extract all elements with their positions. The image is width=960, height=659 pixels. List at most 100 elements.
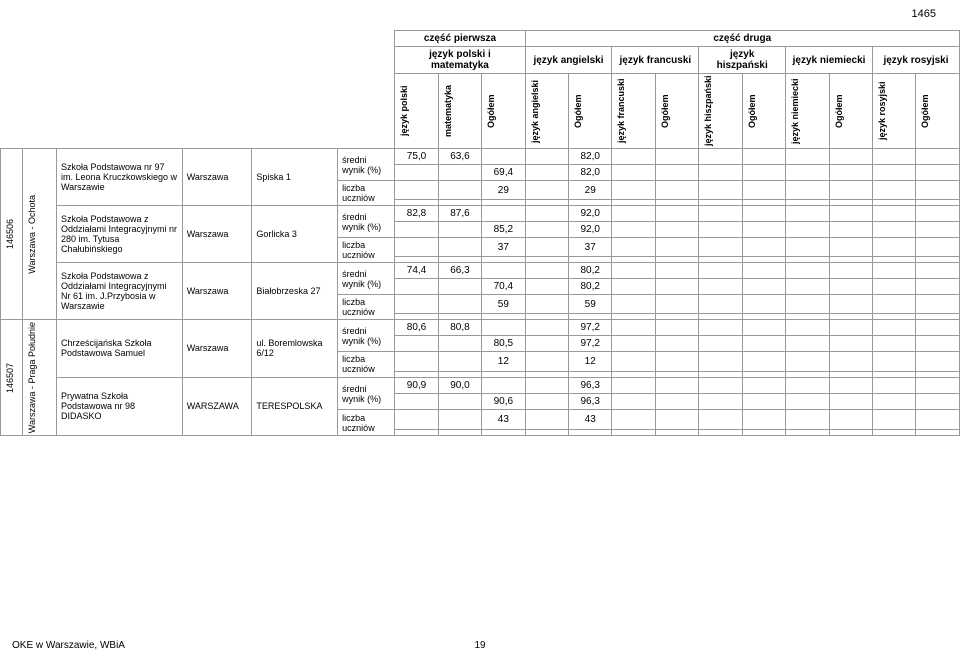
data-cell [916,263,960,279]
row-label-sredni: średni wynik (%) [338,149,395,181]
subheader-his: język hiszpański [703,76,713,146]
data-cell [829,263,872,279]
data-cell [829,181,872,200]
data-cell [699,165,742,181]
subheader-mat: matematyka [443,76,453,146]
data-cell: 85,2 [482,222,525,238]
data-cell [525,165,568,181]
data-cell [525,394,568,410]
data-cell [525,377,568,394]
data-cell [612,222,655,238]
row-label-liczba: liczba uczniów [338,238,395,263]
results-table: część pierwsza część druga język polski … [0,30,960,436]
data-cell: 80,2 [569,263,612,279]
data-cell [829,394,872,410]
data-cell [612,352,655,372]
data-cell [916,410,960,430]
data-cell [829,279,872,295]
page-number-top: 1465 [912,8,936,20]
data-cell [742,295,785,314]
data-cell [742,238,785,257]
row-label-sredni: średni wynik (%) [338,377,395,410]
subheader-og5: Ogółem [834,76,844,146]
data-cell [438,430,481,436]
data-cell [482,320,525,336]
data-cell [916,222,960,238]
data-cell [438,165,481,181]
data-cell: 59 [482,295,525,314]
data-cell [786,295,829,314]
district-name: Warszawa - Praga Południe [27,322,37,433]
data-cell [482,206,525,222]
data-cell [395,410,438,430]
data-cell [612,410,655,430]
data-cell [395,336,438,352]
data-cell [438,352,481,372]
data-cell [482,377,525,394]
data-cell [612,181,655,200]
data-cell [916,352,960,372]
data-cell [829,295,872,314]
data-cell [699,377,742,394]
data-cell: 80,6 [395,320,438,336]
data-cell [916,320,960,336]
data-cell [569,430,612,436]
data-cell [699,295,742,314]
data-cell [916,238,960,257]
data-cell [872,352,915,372]
data-cell [699,206,742,222]
data-cell: 43 [482,410,525,430]
data-cell [699,263,742,279]
subheader-og1: Ogółem [486,76,496,146]
data-cell [786,320,829,336]
data-cell [916,295,960,314]
data-cell [395,181,438,200]
school-street: TERESPOLSKA [252,377,338,435]
data-cell [786,165,829,181]
data-cell [786,222,829,238]
row-label-liczba: liczba uczniów [338,181,395,206]
data-cell [482,263,525,279]
data-cell: 90,9 [395,377,438,394]
school-street: Białobrzeska 27 [252,263,338,320]
data-cell [786,410,829,430]
data-cell: 12 [569,352,612,372]
data-cell [872,336,915,352]
data-cell [872,410,915,430]
data-cell [438,410,481,430]
data-cell [525,149,568,165]
data-cell [655,279,698,295]
data-cell [699,336,742,352]
data-cell: 96,3 [569,394,612,410]
data-cell: 29 [482,181,525,200]
data-cell [655,320,698,336]
data-cell [872,377,915,394]
data-cell [916,206,960,222]
subheader-nie: język niemiecki [790,76,800,146]
data-cell [525,222,568,238]
data-cell: 96,3 [569,377,612,394]
data-cell [438,295,481,314]
header-group6: język rosyjski [872,47,959,74]
data-cell [612,377,655,394]
data-cell [699,430,742,436]
data-cell [829,352,872,372]
header-part1: część pierwsza [395,31,525,47]
subheader-jp: język polski [399,76,409,146]
data-cell: 80,8 [438,320,481,336]
header-group4: język hiszpański [699,47,786,74]
data-cell: 82,0 [569,165,612,181]
data-cell [699,149,742,165]
data-cell [655,352,698,372]
data-cell [829,430,872,436]
data-cell [612,320,655,336]
data-cell [699,279,742,295]
data-cell [612,279,655,295]
data-cell [786,377,829,394]
data-cell [612,295,655,314]
school-name: Szkoła Podstawowa nr 97 im. Leona Kruczk… [56,149,182,206]
subheader-og3: Ogółem [660,76,670,146]
data-cell [786,352,829,372]
data-cell [742,377,785,394]
data-cell [742,206,785,222]
